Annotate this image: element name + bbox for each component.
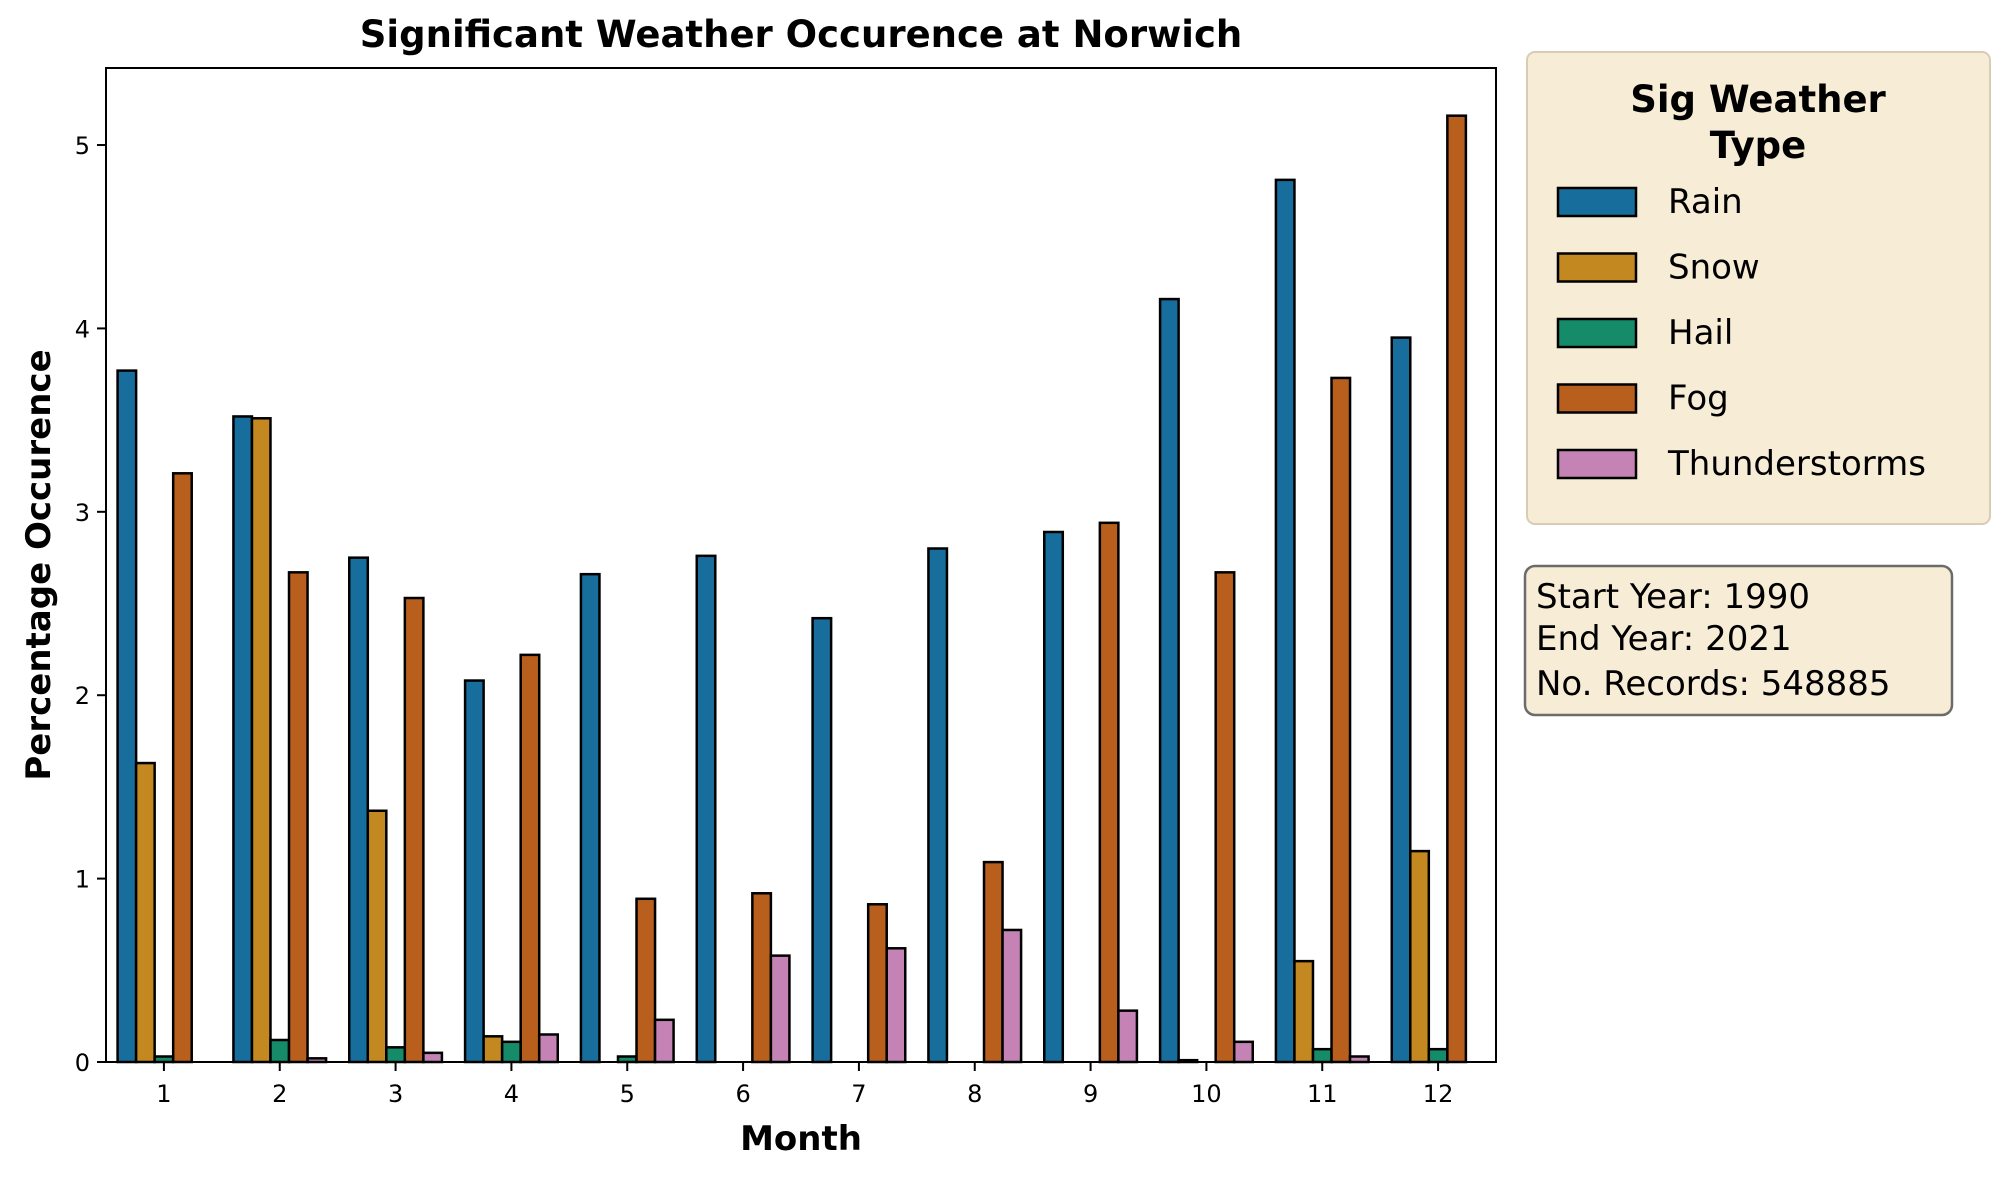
x-axis-label: Month (740, 1119, 862, 1159)
legend-swatch-rain (1556, 186, 1638, 218)
bar-snow-month-1 (134, 761, 156, 1064)
x-tick-label: 2 (272, 1080, 287, 1108)
info-box: Start Year: 1990 End Year: 2021 No. Reco… (1523, 564, 1954, 717)
x-tick-label: 12 (1423, 1080, 1454, 1108)
x-tick-label: 4 (504, 1080, 519, 1108)
bar-thunderstorms-month-8 (1001, 928, 1023, 1064)
bar-hail-month-11 (1311, 1047, 1333, 1064)
legend-title-line-2: Type (1710, 124, 1807, 167)
legend: Sig Weather Type Rain Snow Hail Fog Thunders… (1526, 51, 1991, 525)
legend-label-hail: Hail (1668, 313, 1733, 353)
bar-fog-month-10 (1214, 571, 1236, 1064)
x-tick-label: 10 (1191, 1080, 1222, 1108)
bar-hail-month-2 (269, 1038, 291, 1064)
x-tick-label: 8 (967, 1080, 982, 1108)
bar-thunderstorms-month-10 (1232, 1040, 1255, 1064)
y-tick-label: 4 (75, 315, 90, 343)
bar-rain-month-6 (695, 554, 717, 1064)
bar-rain-month-8 (927, 547, 949, 1064)
x-tick-label: 9 (1083, 1080, 1098, 1108)
y-tick-label: 5 (75, 132, 90, 160)
bar-snow-month-3 (366, 809, 388, 1064)
y-axis-label: Percentage Occurence (19, 349, 59, 780)
bar-fog-month-2 (287, 571, 309, 1064)
chart-title: Significant Weather Occurence at Norwich (360, 13, 1242, 56)
legend-swatch-thunderstorms (1556, 448, 1638, 480)
bar-fog-month-9 (1098, 521, 1120, 1064)
bar-fog-month-8 (982, 860, 1004, 1064)
legend-label-fog: Fog (1668, 379, 1729, 419)
x-tick-label: 6 (735, 1080, 750, 1108)
legend-label-snow: Snow (1668, 248, 1760, 288)
bar-thunderstorms-month-4 (537, 1033, 560, 1064)
y-tick-label: 1 (75, 866, 90, 894)
x-tick-label: 3 (388, 1080, 403, 1108)
bar-thunderstorms-month-9 (1117, 1009, 1139, 1064)
bars-group (116, 114, 1468, 1064)
legend-label-rain: Rain (1668, 182, 1743, 222)
bar-fog-month-6 (751, 892, 773, 1064)
bar-thunderstorms-month-5 (653, 1018, 675, 1064)
bar-rain-month-7 (811, 616, 833, 1064)
y-tick-label: 3 (75, 499, 90, 527)
bar-fog-month-3 (403, 596, 425, 1064)
info-end-year: End Year: 2021 (1536, 619, 1792, 659)
bar-rain-month-9 (1043, 530, 1065, 1064)
bar-rain-month-10 (1158, 297, 1180, 1064)
bar-snow-month-2 (250, 417, 272, 1064)
bar-fog-month-11 (1330, 376, 1352, 1064)
legend-box (1526, 51, 1991, 525)
legend-swatch-hail (1556, 317, 1638, 349)
bar-thunderstorms-month-6 (769, 954, 791, 1064)
x-tick-label: 11 (1307, 1080, 1338, 1108)
info-record-count: No. Records: 548885 (1536, 664, 1891, 704)
bar-snow-month-12 (1409, 849, 1431, 1064)
bar-fog-month-5 (635, 897, 657, 1064)
legend-items: Rain Snow Hail Fog Thunderstorms (1556, 182, 1926, 484)
legend-title-line-1: Sig Weather (1630, 78, 1886, 121)
bar-hail-month-3 (385, 1046, 407, 1064)
bar-rain-month-1 (116, 369, 138, 1064)
x-tick-label: 5 (620, 1080, 635, 1108)
bar-fog-month-12 (1446, 114, 1468, 1064)
bar-hail-month-4 (500, 1040, 522, 1064)
bar-fog-month-7 (866, 903, 888, 1064)
plot-frame (105, 67, 1497, 1063)
legend-swatch-snow (1556, 252, 1638, 283)
bar-fog-month-4 (519, 653, 541, 1064)
bar-snow-month-4 (482, 1035, 504, 1064)
bar-fog-month-1 (171, 472, 193, 1064)
info-start-year: Start Year: 1990 (1536, 577, 1810, 617)
bar-rain-month-2 (232, 415, 254, 1064)
bar-hail-month-12 (1427, 1047, 1449, 1064)
legend-label-thunderstorms: Thunderstorms (1667, 444, 1926, 484)
x-tick-label: 7 (851, 1080, 866, 1108)
bar-rain-month-4 (463, 679, 485, 1064)
x-tick-label: 1 (156, 1080, 171, 1108)
bar-rain-month-11 (1274, 178, 1296, 1064)
y-tick-label: 0 (75, 1049, 90, 1077)
bar-rain-month-3 (348, 556, 370, 1064)
y-tick-label: 2 (75, 682, 90, 710)
bar-rain-month-12 (1390, 336, 1412, 1064)
bar-snow-month-11 (1293, 959, 1315, 1064)
bar-thunderstorms-month-7 (885, 947, 907, 1064)
legend-swatch-fog (1556, 383, 1638, 414)
bar-rain-month-5 (579, 572, 601, 1064)
bar-thunderstorms-month-3 (422, 1051, 444, 1064)
